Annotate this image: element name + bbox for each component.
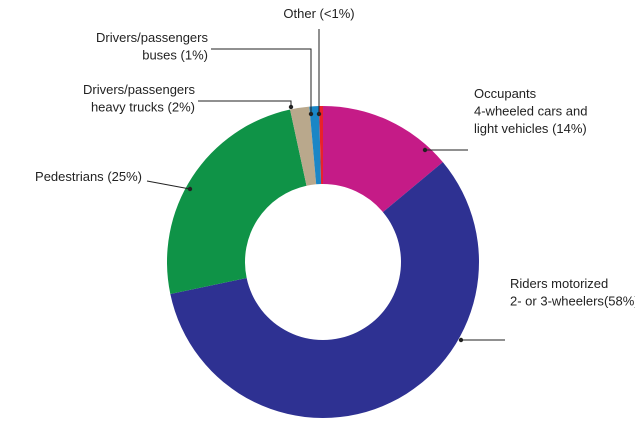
leader-dot (187, 186, 193, 192)
leader-dot (316, 111, 322, 117)
leader-dot (288, 104, 294, 110)
slice (290, 106, 317, 186)
label-line: buses (142, 48, 177, 63)
leader-dot (308, 111, 314, 117)
slice (319, 106, 323, 185)
label-line: Other (283, 6, 316, 21)
label-line: Riders motorized (510, 276, 608, 291)
slice (323, 106, 443, 213)
slice-label: Drivers/passengers heavy trucks (2%) (83, 82, 195, 115)
label-line: 4-wheeled cars and (474, 104, 587, 119)
slice-label: Other (<1%) (283, 6, 354, 21)
slice-label: Pedestrians (25%) (35, 169, 142, 184)
slice (167, 109, 307, 294)
leader-line (146, 180, 191, 190)
label-line: 2- or 3-wheelers (510, 294, 604, 309)
value-label: (25%) (107, 169, 142, 184)
value-label: (2%) (168, 100, 195, 115)
label-line: Occupants (474, 86, 537, 101)
slice-label: Riders motorized 2- or 3-wheelers(58%) (510, 276, 635, 309)
value-label: (<1%) (320, 6, 355, 21)
label-line: Drivers/passengers (83, 82, 195, 97)
value-label: (1%) (181, 48, 208, 63)
label-line: Drivers/passengers (96, 30, 208, 45)
leader-line (198, 100, 292, 107)
slice-label: Occupants 4-wheeled cars and light vehicle… (474, 86, 587, 136)
slice-label: Drivers/passengers buses (1%) (96, 30, 208, 63)
slice (170, 162, 480, 419)
leader-dot (422, 147, 428, 153)
label-line: light vehicles (474, 121, 549, 136)
value-label: (14%) (552, 121, 587, 136)
label-line: Pedestrians (35, 169, 104, 184)
leader-dot (458, 337, 464, 343)
slice (309, 106, 322, 185)
value-label: (58%) (604, 294, 635, 309)
leader-line (211, 48, 312, 114)
label-line: heavy trucks (91, 100, 164, 115)
